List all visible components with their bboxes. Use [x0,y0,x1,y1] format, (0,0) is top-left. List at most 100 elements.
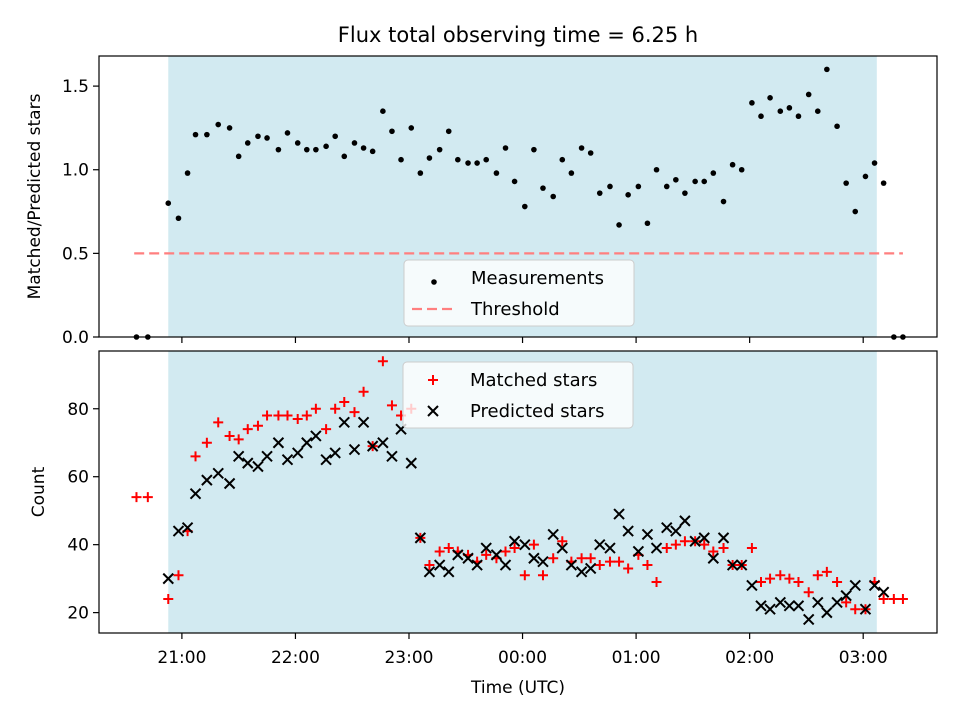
measurement-point [720,198,727,205]
y-tick-label: 40 [67,536,89,556]
y-tick-label: 60 [67,468,89,488]
axes-frame [98,55,938,338]
y-tick-label: 80 [67,400,89,420]
legend: Measurements Threshold [403,259,635,327]
legend-label: Measurements [471,268,604,289]
matched-point [604,556,615,567]
matched-point [548,553,559,564]
predicted-point [242,457,254,469]
measurement-point [805,91,812,98]
measurement-point [226,125,233,131]
measurement-point [682,190,688,196]
predicted-point [528,552,540,564]
measurement-point [862,173,869,180]
predicted-point [774,596,787,609]
predicted-point [232,450,245,463]
predicted-point [821,606,833,619]
measurement-point [587,150,594,156]
legend-box [403,259,635,327]
matched-point [163,594,174,605]
matched-point [897,594,908,605]
predicted-point [508,535,521,547]
matched-point [812,570,823,581]
measurement-point [616,222,622,228]
ratio-panel: 0.0 0.5 1.0 1.5 Matched/Predicted stars Measu… [25,55,938,348]
measurement-point [625,192,631,198]
predicted-point [755,600,767,612]
matched-point [509,543,520,554]
predicted-point [812,596,824,609]
matched-point [784,573,795,584]
legend: Matched stars Predicted stars [402,361,634,429]
predicted-point [717,532,730,544]
measurement-point [445,128,452,135]
predicted-point [726,559,739,571]
predicted-point [172,525,185,537]
matched-point [850,604,861,615]
predicted-point [877,586,890,598]
measurement-point [550,193,557,200]
measurement-point [767,95,773,101]
predicted-point [423,566,436,578]
predicted-point [604,542,616,554]
measurement-point [294,140,301,146]
x-tick-label: 01:00 [612,648,661,668]
measurement-point [663,183,670,190]
measurement-point [852,208,859,215]
measurement-point [244,140,251,146]
predicted-point [348,443,361,456]
measurement-point [692,178,698,185]
predicted-point [212,467,224,480]
matched-point [201,437,212,448]
measurement-point [502,145,509,151]
matched-point [321,424,332,435]
legend-marker-matched [428,375,438,385]
y-tick-label: 0.0 [62,328,89,348]
matched-point [614,556,625,567]
matched-point [661,543,672,554]
legend-box [402,361,634,429]
predicted-point [632,545,645,558]
measurement-point [369,148,376,155]
predicted-point [746,579,758,592]
matched-point [718,543,729,554]
predicted-point [261,450,273,463]
matched-point [821,566,832,577]
predicted-point [670,525,682,537]
measurement-point [380,108,386,114]
matched-point [878,594,889,605]
x-tick-label: 00:00 [498,648,547,668]
predicted-point [650,542,663,554]
measurement-point [531,146,537,153]
measurement-point [795,113,802,120]
predicted-point [452,549,464,561]
matched-point [377,356,388,367]
predicted-point [377,437,389,449]
measurement-point [511,178,518,185]
predicted-point [281,454,294,466]
measurement-point [360,145,367,151]
measurement-point [313,146,319,153]
measurement-point [284,130,291,136]
predicted-point [162,572,174,585]
matched-point [576,553,587,564]
predicted-point [301,437,313,449]
matched-point [190,451,201,462]
predicted-point [499,559,512,571]
measurement-point [474,160,480,166]
predicted-point [292,447,304,459]
matched-point [273,410,284,421]
measurement-point [814,108,821,114]
measurement-point [264,135,270,141]
measurement-point [341,153,348,160]
matched-point [242,424,253,435]
predicted-point [320,454,332,466]
matched-point [213,417,224,428]
measurement-point [351,140,358,146]
measurement-point [275,146,282,153]
matched-point [557,536,568,547]
matched-point [888,594,899,605]
measurement-point [204,131,210,138]
predicted-point [783,600,796,612]
